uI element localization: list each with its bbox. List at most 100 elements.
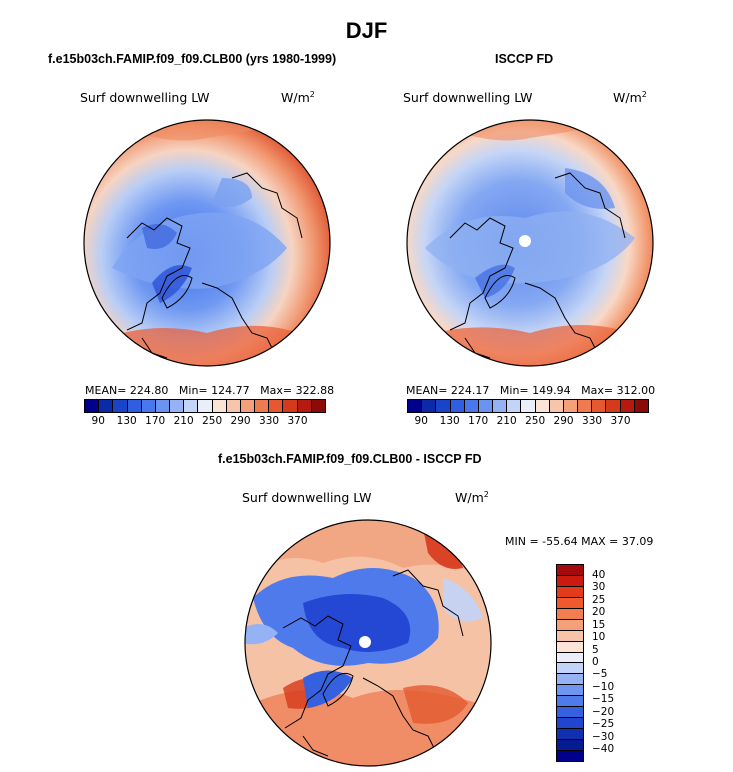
diff-units-label: W/m2 (455, 490, 489, 506)
diff-colorbar-tick-label: −30 (592, 730, 615, 743)
left-units-label: W/m2 (281, 90, 315, 106)
diff-colorbar-swatch (557, 619, 583, 631)
diff-colorbar-swatch (557, 608, 583, 620)
right-colorbar-tick-label: 170 (468, 415, 489, 427)
right-colorbar-swatch (422, 400, 437, 412)
left-colorbar-swatch (255, 400, 270, 412)
diff-colorbar-swatch (557, 597, 583, 609)
diff-polar-map (243, 518, 493, 768)
diff-colorbar-swatch (557, 565, 583, 576)
diff-colorbar-tick-label: 30 (592, 581, 606, 594)
left-colorbar-swatch (184, 400, 199, 412)
left-colorbar-tick-label: 130 (116, 415, 137, 427)
right-colorbar-swatch (436, 400, 451, 412)
left-colorbar-swatch (141, 400, 156, 412)
diff-colorbar-tick-label: 25 (592, 593, 606, 606)
right-colorbar-swatch (507, 400, 522, 412)
left-mean: MEAN= 224.80 (85, 384, 169, 397)
right-colorbar-swatch (549, 400, 564, 412)
left-panel-title: f.e15b03ch.FAMIP.f09_f09.CLB00 (yrs 1980… (48, 52, 337, 66)
right-max: Max= 312.00 (581, 384, 656, 397)
diff-colorbar-tick-label: −5 (592, 668, 608, 681)
left-stats: MEAN= 224.80 Min= 124.77 Max= 322.88 (85, 384, 334, 397)
left-colorbar-tick-label: 90 (91, 415, 105, 427)
left-colorbar-swatch (85, 400, 100, 412)
diff-panel-title: f.e15b03ch.FAMIP.f09_f09.CLB00 - ISCCP F… (218, 452, 482, 466)
left-colorbar: 90 130 170 210 250 290 330 370 (84, 399, 326, 429)
right-colorbar-swatch (578, 400, 593, 412)
diff-colorbar-tick-label: −15 (592, 693, 615, 706)
diff-colorbar-swatch (557, 630, 583, 642)
right-units-label: W/m2 (613, 90, 647, 106)
left-polar-map (82, 118, 332, 368)
diff-colorbar-swatch (557, 729, 583, 740)
diff-colorbar-swatch (557, 750, 583, 761)
diff-colorbar-swatch (557, 685, 583, 697)
diff-variable-label: Surf downwelling LW (242, 490, 372, 505)
diff-colorbar: 40 30 25 20 15 10 5 0 −5 −10 −15 −20 −25 −30 −40 (556, 564, 614, 762)
diff-colorbar-swatch (557, 740, 583, 751)
diff-colorbar-swatch (557, 696, 583, 708)
right-stats: MEAN= 224.17 Min= 149.94 Max= 312.00 (406, 384, 655, 397)
diff-colorbar-tick-label: 40 (592, 568, 606, 581)
diff-colorbar-swatch (557, 718, 583, 730)
right-mean: MEAN= 224.17 (406, 384, 490, 397)
right-colorbar-swatch (493, 400, 508, 412)
right-colorbar-swatch (521, 400, 536, 412)
right-colorbar-tick-label: 370 (610, 415, 631, 427)
right-colorbar-swatch (535, 400, 550, 412)
diff-colorbar-swatch (557, 641, 583, 653)
diff-colorbar-swatch (557, 707, 583, 719)
left-colorbar-swatch (99, 400, 114, 412)
right-colorbar-swatch (563, 400, 579, 412)
right-colorbar-swatch (450, 400, 465, 412)
left-colorbar-swatch (198, 400, 213, 412)
right-colorbar-tick-label: 290 (553, 415, 574, 427)
left-colorbar-swatch (283, 400, 298, 412)
diff-colorbar-tick-label: 0 (592, 656, 599, 668)
diff-colorbar-swatch (557, 674, 583, 686)
right-min: Min= 149.94 (499, 384, 571, 397)
right-colorbar: 90 130 170 210 250 290 330 370 (407, 399, 649, 429)
right-colorbar-swatch (478, 400, 494, 412)
left-max: Max= 322.88 (260, 384, 335, 397)
diff-colorbar-tick-label: −20 (592, 705, 615, 718)
right-colorbar-swatch (592, 400, 607, 412)
diff-colorbar-tick-label: −40 (592, 743, 615, 756)
left-colorbar-swatch (240, 400, 256, 412)
left-variable-label: Surf downwelling LW (80, 90, 210, 105)
left-colorbar-tick-label: 370 (287, 415, 308, 427)
right-colorbar-swatch (464, 400, 479, 412)
right-colorbar-swatch (408, 400, 423, 412)
left-min: Min= 124.77 (178, 384, 250, 397)
diff-colorbar-swatch (557, 586, 583, 598)
right-colorbar-tick-label: 210 (496, 415, 517, 427)
diff-colorbar-tick-label: 5 (592, 643, 599, 656)
left-colorbar-swatch (212, 400, 227, 412)
left-colorbar-swatch (127, 400, 142, 412)
diff-colorbar-tick-label: −10 (592, 680, 615, 693)
right-polar-map (405, 118, 655, 368)
diff-colorbar-swatch (557, 575, 583, 587)
left-colorbar-tick-label: 290 (230, 415, 251, 427)
left-colorbar-swatch (269, 400, 284, 412)
left-colorbar-tick-label: 210 (173, 415, 194, 427)
left-colorbar-swatch (297, 400, 312, 412)
right-variable-label: Surf downwelling LW (403, 90, 533, 105)
diff-colorbar-swatch (557, 652, 583, 664)
diff-colorbar-tick-label: 15 (592, 618, 606, 631)
diff-colorbar-tick-label: 20 (592, 606, 606, 619)
left-colorbar-swatch (226, 400, 241, 412)
diff-colorbar-swatch (557, 663, 583, 675)
right-colorbar-tick-label: 250 (525, 415, 546, 427)
right-panel-title: ISCCP FD (495, 52, 554, 66)
left-colorbar-swatch (170, 400, 185, 412)
left-colorbar-swatch (113, 400, 128, 412)
diff-colorbar-tick-label: 10 (592, 631, 606, 644)
left-colorbar-swatch (311, 400, 325, 412)
right-colorbar-swatch (634, 400, 648, 412)
right-colorbar-tick-label: 130 (439, 415, 460, 427)
right-colorbar-tick-label: 90 (414, 415, 428, 427)
right-colorbar-swatch (620, 400, 635, 412)
left-colorbar-tick-label: 250 (202, 415, 223, 427)
